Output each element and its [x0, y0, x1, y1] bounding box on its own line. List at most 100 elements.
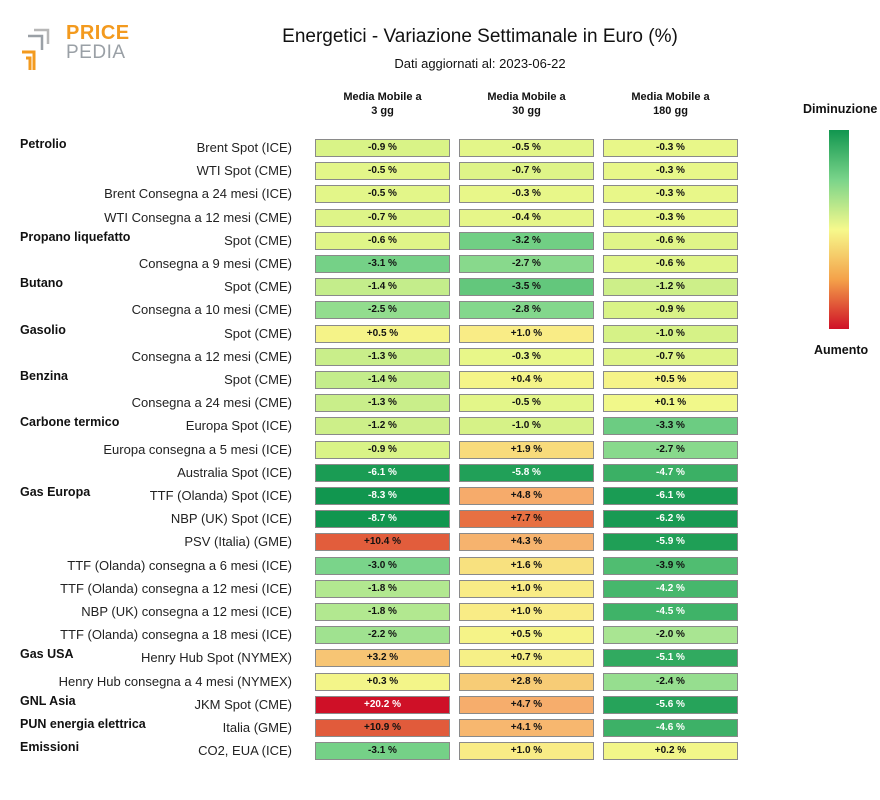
heatmap-cell: -0.9 %: [603, 301, 738, 320]
heatmap-cell: +0.5 %: [459, 626, 594, 645]
row-label: JKM Spot (CME): [194, 696, 292, 712]
logo-word-pedia: PEDIA: [66, 42, 126, 63]
heatmap-cell: -0.5 %: [315, 185, 450, 204]
group-label: Petrolio: [20, 137, 67, 151]
heatmap-cell: -2.8 %: [459, 301, 594, 320]
heatmap-cell: -0.6 %: [603, 255, 738, 273]
row-label: Spot (CME): [224, 232, 292, 248]
chart-title: Energetici - Variazione Settimanale in E…: [282, 26, 678, 47]
heatmap-cell: +3.2 %: [315, 649, 450, 668]
heatmap-cell: -1.2 %: [315, 417, 450, 436]
heatmap-cell: +1.0 %: [459, 742, 594, 761]
column-header: Media Mobile a 30 gg: [459, 90, 594, 118]
row-label: Consegna a 10 mesi (CME): [131, 302, 292, 318]
column-header-line: Media Mobile a: [343, 91, 422, 103]
heatmap-cell: -3.0 %: [315, 556, 450, 575]
group-label: Gasolio: [20, 322, 66, 337]
row-label: Italia (GME): [222, 720, 292, 735]
heatmap-cell: -1.8 %: [315, 603, 450, 621]
heatmap-cell: -0.5 %: [459, 394, 594, 413]
heatmap-cell: -0.3 %: [603, 139, 738, 157]
heatmap-cell: +4.7 %: [459, 695, 594, 714]
pricepedia-logo: PRICE PEDIA: [20, 22, 130, 74]
group-label: Butano: [20, 276, 64, 291]
heatmap-cell: +0.5 %: [603, 371, 738, 389]
heatmap-cell: -4.6 %: [603, 719, 738, 737]
heatmap-cell: +4.8 %: [459, 487, 594, 505]
heatmap-cell: -3.9 %: [603, 556, 738, 575]
group-label: Gas Europa: [20, 485, 91, 499]
row-label: TTF (Olanda) consegna a 18 mesi (ICE): [60, 627, 292, 643]
heatmap-cell: -0.3 %: [459, 347, 594, 366]
heatmap-cell: -1.0 %: [459, 417, 594, 436]
heatmap-cell: +0.1 %: [603, 394, 738, 413]
row-label: TTF (Olanda) consegna a 6 mesi (ICE): [67, 557, 292, 573]
heatmap-cell: +4.3 %: [459, 533, 594, 552]
chart-subtitle: Dati aggiornati al: 2023-06-22: [394, 56, 566, 71]
heatmap-cell: -3.1 %: [315, 742, 450, 761]
heatmap-cell: -1.2 %: [603, 278, 738, 297]
row-label: PSV (Italia) (GME): [184, 534, 292, 550]
heatmap-cell: -1.0 %: [603, 324, 738, 343]
row-label: WTI Consegna a 12 mesi (CME): [104, 209, 292, 225]
column-header-line: Media Mobile a: [631, 91, 710, 103]
heatmap-cell: -8.7 %: [315, 510, 450, 529]
heatmap-cell: +2.8 %: [459, 672, 594, 691]
row-label: Consegna a 24 mesi (CME): [131, 395, 292, 411]
heatmap-cell: -8.3 %: [315, 487, 450, 505]
heatmap-cell: -5.6 %: [603, 695, 738, 714]
heatmap-cell: -0.7 %: [459, 162, 594, 181]
row-label: CO2, EUA (ICE): [198, 743, 292, 759]
group-label: PUN energia elettrica: [20, 717, 146, 731]
heatmap-cell: -6.1 %: [315, 463, 450, 482]
column-header: Media Mobile a 180 gg: [603, 90, 738, 118]
heatmap-cell: -0.3 %: [603, 208, 738, 227]
row-label: Brent Consegna a 24 mesi (ICE): [104, 186, 292, 202]
heatmap-cell: -0.7 %: [315, 208, 450, 227]
row-label: Brent Spot (ICE): [196, 140, 292, 155]
group-label: Gas USA: [20, 647, 74, 662]
heatmap-cell: -0.3 %: [603, 185, 738, 204]
row-label: Europa consegna a 5 mesi (ICE): [103, 441, 292, 457]
row-label: TTF (Olanda) Spot (ICE): [149, 488, 292, 503]
heatmap-cell: -6.2 %: [603, 510, 738, 529]
heatmap-cell: +0.3 %: [315, 672, 450, 691]
logo-word-price: PRICE: [66, 22, 130, 44]
heatmap-cell: +0.2 %: [603, 742, 738, 761]
heatmap-cell: -2.0 %: [603, 626, 738, 645]
row-label: WTI Spot (CME): [196, 163, 292, 179]
heatmap-cell: -1.3 %: [315, 347, 450, 366]
heatmap-cell: -0.9 %: [315, 440, 450, 459]
group-label: Benzina: [20, 369, 68, 383]
column-header-line: 30 gg: [512, 105, 541, 117]
heatmap-cell: +1.9 %: [459, 440, 594, 459]
row-label: Europa Spot (ICE): [185, 418, 292, 434]
heatmap-cell: +1.0 %: [459, 603, 594, 621]
heatmap-cell: -3.2 %: [459, 231, 594, 250]
heatmap-cell: -0.9 %: [315, 139, 450, 157]
heatmap-cell: -4.5 %: [603, 603, 738, 621]
row-label: Spot (CME): [224, 279, 292, 295]
row-label: Consegna a 9 mesi (CME): [138, 256, 292, 271]
group-label: GNL Asia: [20, 693, 76, 708]
heatmap-cell: -5.8 %: [459, 463, 594, 482]
heatmap-cell: -1.4 %: [315, 371, 450, 389]
heatmap-cell: -4.2 %: [603, 579, 738, 598]
heatmap-cell: -0.3 %: [459, 185, 594, 204]
heatmap-cell: -1.3 %: [315, 394, 450, 413]
legend-top-label: Diminuzione: [803, 102, 878, 116]
heatmap-cell: -2.7 %: [603, 440, 738, 459]
row-label: Henry Hub Spot (NYMEX): [141, 650, 292, 666]
row-label: Australia Spot (ICE): [177, 464, 292, 480]
row-label: TTF (Olanda) consegna a 12 mesi (ICE): [60, 580, 292, 596]
row-label: NBP (UK) Spot (ICE): [170, 511, 292, 527]
heatmap-cell: +1.0 %: [459, 579, 594, 598]
heatmap-cell: -2.5 %: [315, 301, 450, 320]
heatmap-cell: -0.5 %: [315, 162, 450, 181]
row-label: Consegna a 12 mesi (CME): [131, 348, 292, 364]
legend-bottom-label: Aumento: [814, 343, 869, 357]
heatmap-cell: -0.6 %: [603, 231, 738, 250]
heatmap-cell: +7.7 %: [459, 510, 594, 529]
heatmap-cell: -0.7 %: [603, 347, 738, 366]
heatmap-cell: +4.1 %: [459, 719, 594, 737]
